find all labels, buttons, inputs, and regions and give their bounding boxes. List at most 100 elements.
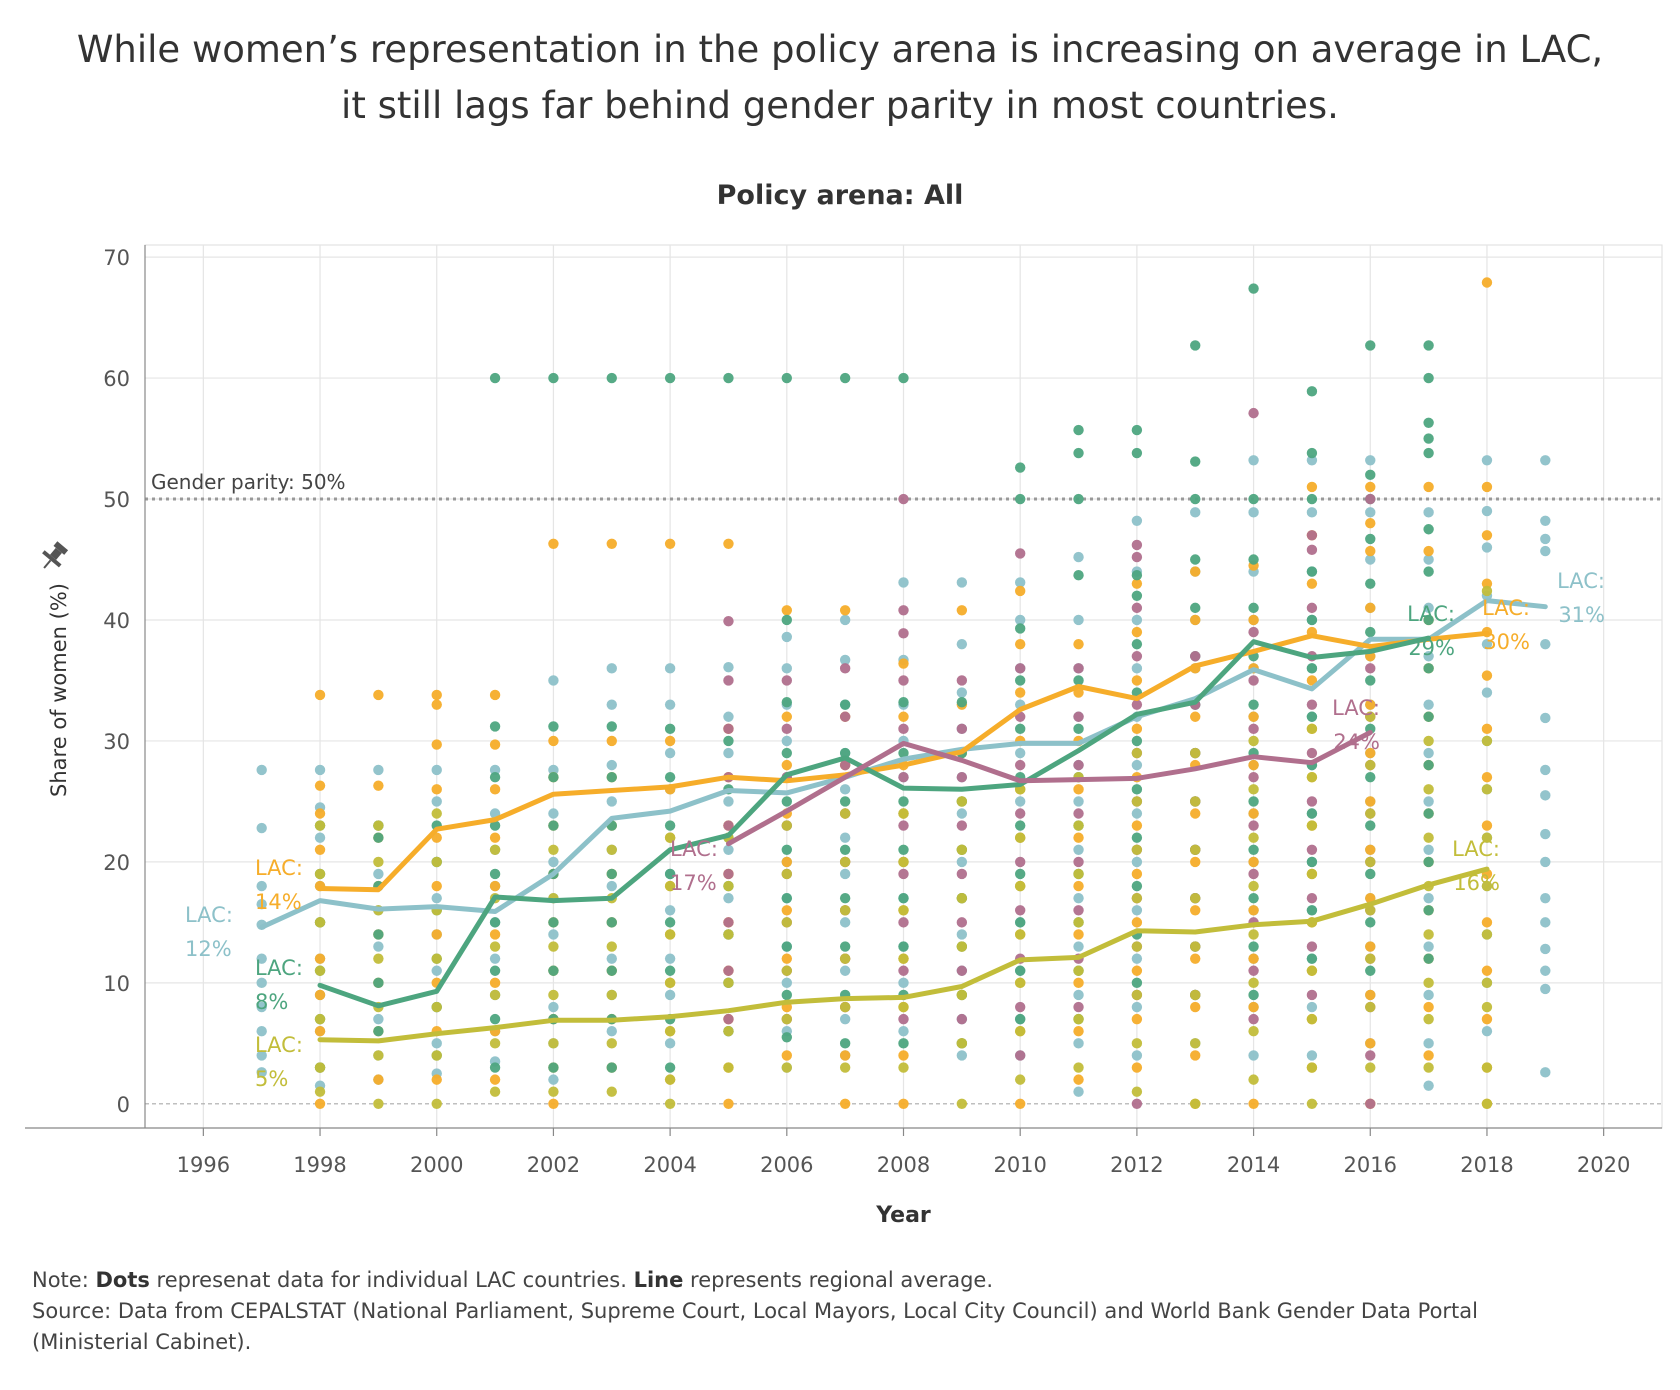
dot-mauve	[723, 723, 734, 735]
dot-green	[1365, 772, 1376, 783]
dot-orange	[1306, 578, 1318, 589]
y-tick-label: 30	[103, 730, 130, 754]
dot-green	[1423, 614, 1434, 626]
dot-mauve	[1248, 965, 1259, 976]
dot-mauve	[1014, 1001, 1026, 1013]
dot-green	[548, 772, 559, 783]
dot-light-blue	[548, 1001, 559, 1013]
dot-orange	[1131, 868, 1143, 880]
dot-olive	[1306, 820, 1318, 831]
dot-light-blue	[314, 764, 326, 776]
dot-orange	[1481, 820, 1493, 831]
dot-orange	[1481, 1013, 1493, 1025]
dot-olive	[548, 1038, 559, 1049]
lac-label-light-blue: LAC: 12%	[185, 903, 233, 961]
footnote-source-1: Source: Data from CEPALSTAT (National Pa…	[32, 1299, 1478, 1323]
lac-label-line1: LAC:	[670, 837, 718, 861]
dot-light-blue	[664, 747, 676, 759]
dot-olive	[956, 892, 968, 904]
dot-mauve	[781, 723, 793, 735]
x-tick-label: 2012	[1110, 1153, 1163, 1177]
dot-orange	[489, 880, 501, 892]
dot-light-blue	[1248, 507, 1259, 518]
dot-olive	[1073, 820, 1084, 831]
dot-light-blue	[1073, 614, 1084, 626]
note-dots-word: Dots	[95, 1268, 150, 1292]
dot-light-blue	[431, 764, 442, 776]
dot-olive	[956, 1038, 968, 1049]
dot-light-blue	[1540, 712, 1551, 724]
dot-green	[1365, 965, 1376, 976]
dot-olive	[314, 1062, 326, 1073]
x-tick-label: 1996	[177, 1153, 230, 1177]
note-prefix: Note:	[32, 1268, 96, 1292]
dot-light-blue	[723, 711, 734, 722]
dot-olive	[1365, 905, 1376, 916]
dot-light-blue	[1073, 796, 1084, 807]
dot-orange	[431, 880, 442, 892]
dot-light-blue	[956, 856, 968, 868]
dot-orange	[1423, 481, 1434, 493]
dot-light-blue	[1423, 989, 1434, 1001]
labels-layer: LAC: 12% LAC: 31% LAC: 14% LAC: 30% LAC: 8% LAC: 29…	[185, 569, 1605, 1091]
dot-green	[898, 747, 909, 759]
dot-green	[1131, 977, 1143, 989]
dot-orange	[1248, 856, 1259, 868]
dot-olive	[664, 977, 676, 989]
dot-olive	[373, 953, 384, 964]
dot-orange	[898, 711, 909, 722]
dot-olive	[1190, 796, 1201, 807]
dot-light-blue	[606, 796, 617, 807]
dot-olive	[1481, 929, 1493, 940]
dot-light-blue	[723, 844, 734, 855]
note-line-word: Line	[633, 1268, 684, 1292]
dot-green	[1190, 554, 1201, 565]
dot-green	[1073, 493, 1084, 505]
dot-light-blue	[606, 1026, 617, 1037]
dot-mauve	[1365, 493, 1376, 505]
dot-light-blue	[1540, 790, 1551, 801]
dot-green	[1423, 340, 1434, 351]
dot-orange	[723, 538, 734, 549]
dot-olive	[1306, 965, 1318, 976]
dot-orange	[1248, 808, 1259, 819]
dot-olive	[1073, 917, 1084, 928]
dot-orange	[489, 1074, 501, 1085]
lac-label-line1: LAC:	[1482, 596, 1530, 620]
dot-olive	[1014, 880, 1026, 892]
dot-olive	[489, 989, 501, 1001]
dot-orange	[1073, 880, 1084, 892]
dot-green	[1190, 602, 1201, 614]
dot-green	[664, 820, 676, 831]
dot-olive	[548, 989, 559, 1001]
dot-olive	[1306, 1013, 1318, 1025]
dot-orange	[664, 735, 676, 747]
lac-label-olive: LAC: 16%	[1452, 837, 1500, 895]
dot-olive	[431, 1098, 442, 1110]
dot-olive	[839, 1062, 851, 1073]
dot-light-blue	[898, 577, 909, 588]
dot-orange	[1248, 711, 1259, 722]
dot-olive	[1365, 1062, 1376, 1073]
dot-green	[839, 699, 851, 710]
dot-olive	[781, 965, 793, 976]
dot-green	[1014, 462, 1026, 473]
dot-orange	[1481, 578, 1493, 589]
dot-green	[1073, 723, 1084, 735]
dot-orange	[781, 711, 793, 722]
dot-green	[1423, 808, 1434, 819]
lac-label-mauve: LAC: 24%	[1332, 696, 1380, 754]
lines-layer	[259, 598, 1548, 1044]
dot-green	[1014, 868, 1026, 880]
dot-green	[898, 697, 909, 708]
dot-orange	[723, 1098, 734, 1110]
dot-mauve	[898, 917, 909, 928]
dot-orange	[1190, 566, 1201, 577]
dot-orange	[1365, 989, 1376, 1001]
dot-olive	[1365, 1001, 1376, 1013]
dot-green	[489, 820, 501, 831]
dot-orange	[781, 953, 793, 964]
dot-green	[606, 721, 617, 732]
dot-light-blue	[1423, 699, 1434, 710]
dot-olive	[781, 820, 793, 831]
